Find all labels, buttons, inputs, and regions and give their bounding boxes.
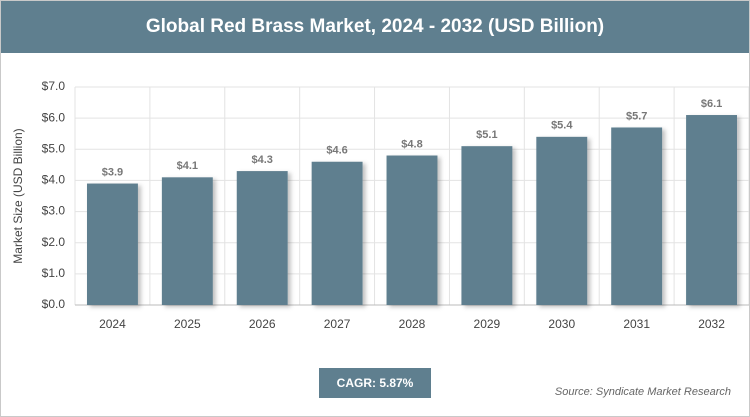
data-label: $4.3	[252, 154, 273, 166]
data-label: $6.1	[701, 98, 722, 110]
data-label: $4.8	[401, 138, 422, 150]
x-tick-label: 2027	[324, 317, 351, 331]
data-label: $5.4	[551, 120, 573, 132]
data-label: $5.7	[626, 110, 647, 122]
chart-title: Global Red Brass Market, 2024 - 2032 (US…	[1, 1, 749, 53]
x-tick-label: 2032	[698, 317, 725, 331]
y-tick-label: $7.0	[42, 79, 66, 93]
bar	[161, 177, 213, 305]
y-tick-label: $1.0	[42, 266, 66, 280]
x-tick-label: 2024	[99, 317, 126, 331]
bar	[461, 146, 513, 305]
x-tick-label: 2028	[399, 317, 426, 331]
bar	[536, 136, 588, 305]
source: Source: Syndicate Market Research	[554, 386, 731, 398]
y-axis-label: Market Size (USD Billion)	[11, 128, 25, 263]
x-tick-label: 2029	[474, 317, 501, 331]
x-tick-label: 2026	[249, 317, 276, 331]
data-label: $3.9	[102, 166, 123, 178]
x-tick-label: 2025	[174, 317, 201, 331]
bar	[86, 183, 138, 305]
y-tick-label: $0.0	[42, 297, 66, 311]
x-tick-label: 2030	[548, 317, 575, 331]
data-label: $4.6	[326, 145, 347, 157]
bar	[686, 115, 738, 306]
y-tick-label: $3.0	[42, 204, 66, 218]
bar	[236, 171, 288, 305]
data-label: $4.1	[177, 160, 198, 172]
cagr-badge: CAGR: 5.87%	[319, 368, 431, 398]
x-tick-label: 2031	[623, 317, 650, 331]
y-tick-label: $2.0	[42, 235, 66, 249]
y-tick-label: $6.0	[42, 110, 66, 124]
y-tick-label: $5.0	[42, 141, 66, 155]
bar	[311, 161, 363, 305]
bar	[386, 155, 438, 305]
data-label: $5.1	[476, 129, 497, 141]
bar	[611, 127, 663, 305]
y-tick-label: $4.0	[42, 173, 66, 187]
